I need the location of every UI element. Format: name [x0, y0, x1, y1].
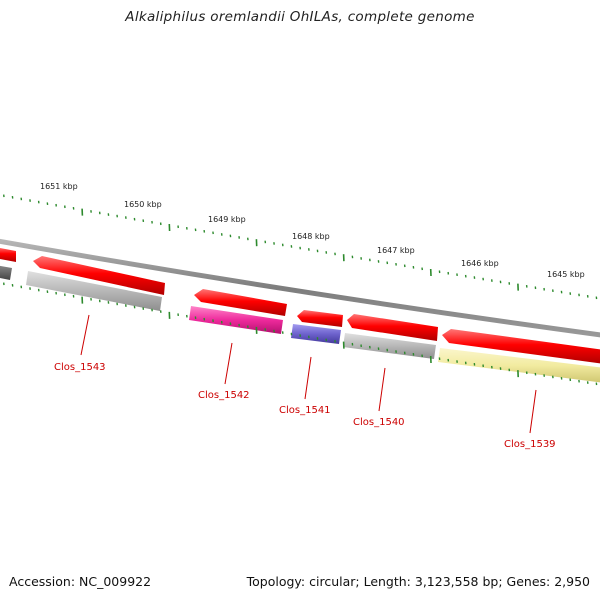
gene-track — [0, 265, 600, 383]
cds-arrow — [442, 329, 600, 364]
genome-backbone — [0, 238, 600, 338]
leader-line — [224, 342, 233, 385]
tick-label-1645: 1645 kbp — [547, 270, 585, 279]
cds-arrow — [297, 310, 343, 327]
gene-bar-clos-1543 — [26, 271, 162, 311]
tick-label-1650: 1650 kbp — [124, 200, 162, 209]
gene-label-clos-1543: Clos_1543 — [54, 362, 106, 373]
leader-line — [529, 389, 537, 434]
cds-arrow — [33, 256, 165, 295]
cds-arrow — [194, 289, 287, 316]
tick-label-1649: 1649 kbp — [208, 215, 246, 224]
accession-text: Accession: NC_009922 — [9, 574, 152, 589]
tick-label-1647: 1647 kbp — [377, 246, 415, 255]
gene-bar-dark — [0, 265, 12, 280]
gene-labels: Clos_1543 Clos_1542 Clos_1541 Clos_1540 … — [54, 314, 556, 450]
tick-label-1651: 1651 kbp — [40, 182, 78, 191]
gene-bar-clos-1539 — [438, 348, 600, 383]
genome-summary-text: Topology: circular; Length: 3,123,558 bp… — [246, 574, 590, 589]
gene-label-clos-1542: Clos_1542 — [198, 390, 250, 401]
cds-track — [0, 247, 600, 364]
leader-line — [80, 314, 90, 356]
outer-scale-ring — [3, 194, 598, 300]
gene-bar-clos-1541 — [291, 324, 341, 344]
leader-line — [378, 367, 386, 412]
map-title: Alkaliphilus oremlandii OhILAs, complete… — [125, 9, 475, 25]
tick-label-1648: 1648 kbp — [292, 232, 330, 241]
scale-labels: 1651 kbp 1650 kbp 1649 kbp 1648 kbp 1647… — [40, 182, 585, 279]
cds-arrow — [0, 247, 16, 262]
tick-label-1646: 1646 kbp — [461, 259, 499, 268]
gene-label-clos-1541: Clos_1541 — [279, 405, 331, 416]
inner-scale-ring — [3, 282, 598, 386]
cds-arrow — [347, 314, 438, 341]
gene-bar-clos-1542 — [189, 306, 283, 334]
leader-line — [304, 356, 312, 400]
gene-bar-clos-1540 — [343, 333, 436, 359]
gene-label-clos-1540: Clos_1540 — [353, 417, 405, 428]
gene-label-clos-1539: Clos_1539 — [504, 439, 556, 450]
